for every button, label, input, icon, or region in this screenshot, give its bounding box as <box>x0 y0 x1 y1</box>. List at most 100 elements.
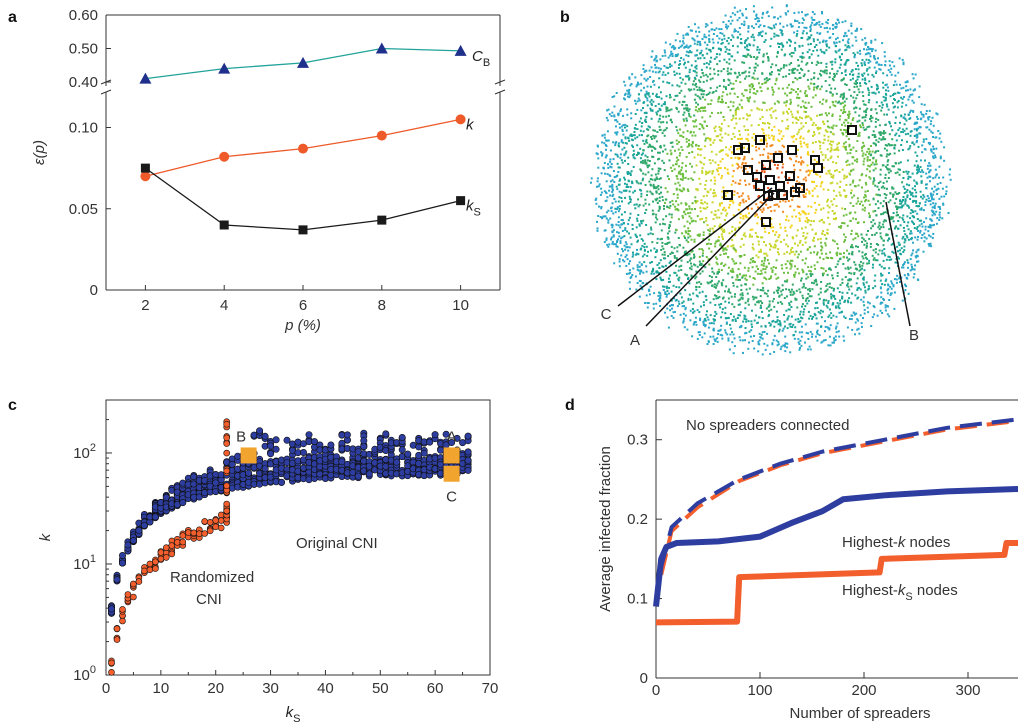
network-node-dot <box>831 115 834 117</box>
network-node-dot <box>780 171 783 174</box>
network-node-dot <box>641 122 644 124</box>
network-node-dot <box>738 326 741 329</box>
network-node-dot <box>775 339 778 342</box>
network-node-dot <box>647 164 650 167</box>
network-node-dot <box>790 101 792 104</box>
network-node-dot <box>900 202 903 205</box>
network-node-dot <box>656 96 659 98</box>
network-node-dot <box>708 91 711 94</box>
network-node-dot <box>864 103 867 106</box>
network-node-dot <box>738 71 740 74</box>
network-node-dot <box>888 120 891 123</box>
network-node-dot <box>843 35 845 38</box>
network-node-dot <box>831 77 834 80</box>
network-node-dot <box>794 297 797 300</box>
network-node-dot <box>868 216 871 219</box>
network-node-dot <box>796 30 799 33</box>
network-node-dot <box>607 245 610 248</box>
network-node-dot <box>789 102 792 105</box>
network-node-dot <box>694 321 697 323</box>
network-node-dot <box>726 168 729 171</box>
network-node-dot <box>665 215 668 218</box>
network-node-dot <box>669 43 672 46</box>
network-node-dot <box>847 29 850 32</box>
network-node-dot <box>775 266 777 269</box>
network-node-dot <box>652 155 655 158</box>
network-node-dot <box>784 280 786 283</box>
network-node-dot <box>902 177 905 179</box>
network-node-dot <box>762 264 765 267</box>
network-node-dot <box>686 130 689 133</box>
network-node-dot <box>688 112 691 115</box>
network-node-dot <box>912 215 915 218</box>
network-node-dot <box>740 106 743 109</box>
network-node-dot <box>713 213 716 216</box>
network-node-dot <box>765 52 768 55</box>
network-node-dot <box>613 243 616 246</box>
network-node-dot <box>704 145 707 148</box>
network-node-dot <box>697 26 700 29</box>
network-node-dot <box>731 175 734 178</box>
network-node-dot <box>695 119 697 122</box>
network-node-dot <box>768 304 771 307</box>
network-node-dot <box>883 219 886 222</box>
network-node-dot <box>747 347 750 350</box>
network-node-dot <box>786 86 789 89</box>
network-node-dot <box>740 296 743 299</box>
network-node-dot <box>753 277 756 280</box>
network-node-dot <box>817 238 820 241</box>
network-node-dot <box>759 154 762 157</box>
network-node-dot <box>628 96 631 99</box>
network-node-dot <box>814 233 817 236</box>
network-node-dot <box>795 34 798 37</box>
network-node-dot <box>908 95 911 98</box>
network-node-dot <box>896 207 899 210</box>
network-node-dot <box>837 260 840 263</box>
network-node-dot <box>862 100 865 103</box>
network-node-dot <box>609 165 612 168</box>
network-node-dot <box>867 89 870 92</box>
network-node-dot <box>599 193 602 196</box>
network-node-dot <box>616 131 619 134</box>
network-node-dot <box>738 142 741 145</box>
network-node-dot <box>862 300 865 303</box>
network-node-dot <box>688 78 691 81</box>
network-node-dot <box>813 282 815 285</box>
network-node-dot <box>748 287 751 290</box>
network-node-dot <box>783 101 786 104</box>
network-node-dot <box>831 341 834 344</box>
network-node-dot <box>701 116 704 119</box>
network-node-dot <box>705 256 708 258</box>
network-node-dot <box>655 93 658 96</box>
network-node-dot <box>762 223 765 225</box>
network-node-dot <box>785 243 788 246</box>
network-node-dot <box>719 133 722 136</box>
network-node-dot <box>901 58 904 61</box>
network-node-dot <box>632 253 635 256</box>
network-node-dot <box>836 302 839 305</box>
network-node-dot <box>844 145 847 148</box>
network-node-dot <box>906 196 909 199</box>
network-node-dot <box>756 48 759 51</box>
network-node-dot <box>883 252 886 255</box>
network-node-dot <box>850 122 852 125</box>
network-node-dot <box>741 12 744 15</box>
network-node-dot <box>724 306 727 309</box>
network-node-dot <box>859 314 862 317</box>
network-node-dot <box>737 303 740 306</box>
network-node-dot <box>804 90 807 93</box>
network-node-dot <box>775 64 778 67</box>
network-node-dot <box>610 166 613 169</box>
network-node-dot <box>811 228 814 231</box>
network-node-dot <box>748 114 751 117</box>
network-node-dot <box>684 124 687 127</box>
network-node-dot <box>618 235 621 238</box>
network-node-dot <box>796 180 798 183</box>
network-node-dot <box>752 26 755 29</box>
network-node-dot <box>783 238 786 241</box>
network-node-dot <box>728 72 731 75</box>
network-node-dot <box>788 252 791 255</box>
network-node-dot <box>819 48 822 51</box>
network-node-dot <box>627 272 630 275</box>
network-node-dot <box>707 103 710 106</box>
